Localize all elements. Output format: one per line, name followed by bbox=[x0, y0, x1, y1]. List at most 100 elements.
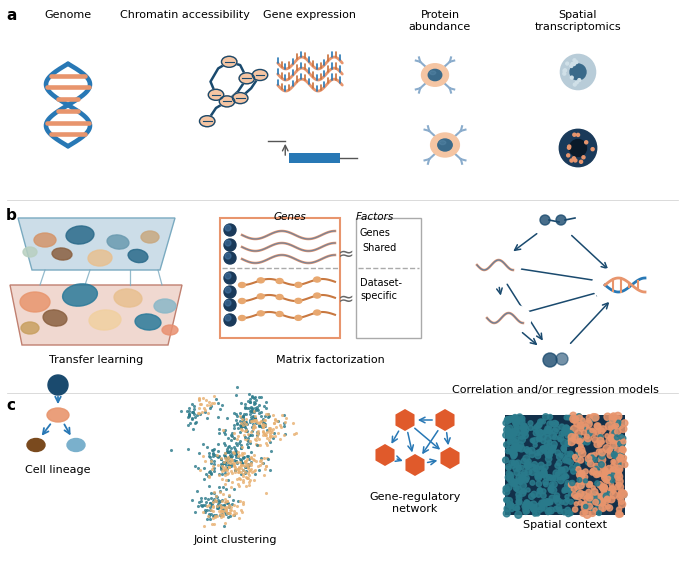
Point bbox=[203, 467, 214, 476]
Circle shape bbox=[592, 492, 599, 500]
Point bbox=[221, 458, 232, 467]
Point bbox=[250, 405, 261, 414]
Point bbox=[214, 451, 225, 460]
Circle shape bbox=[510, 507, 514, 512]
Circle shape bbox=[608, 420, 612, 425]
Ellipse shape bbox=[154, 299, 176, 313]
Point bbox=[232, 411, 242, 421]
Point bbox=[232, 431, 243, 441]
Circle shape bbox=[542, 468, 547, 473]
Circle shape bbox=[517, 479, 521, 483]
Point bbox=[223, 475, 234, 485]
Circle shape bbox=[558, 435, 564, 441]
Circle shape bbox=[610, 473, 616, 479]
Circle shape bbox=[538, 507, 543, 512]
Point bbox=[226, 451, 237, 461]
Point bbox=[237, 507, 248, 516]
Point bbox=[258, 419, 269, 428]
Point bbox=[249, 398, 260, 408]
Point bbox=[236, 421, 247, 430]
Circle shape bbox=[543, 465, 548, 470]
Point bbox=[237, 420, 248, 430]
Point bbox=[216, 459, 227, 468]
Point bbox=[238, 411, 249, 421]
Point bbox=[206, 500, 217, 509]
Point bbox=[220, 470, 231, 479]
Point bbox=[258, 418, 269, 427]
Point bbox=[276, 410, 287, 420]
Circle shape bbox=[601, 475, 608, 481]
Point bbox=[240, 462, 251, 471]
Point bbox=[234, 417, 245, 426]
Circle shape bbox=[511, 439, 518, 445]
Circle shape bbox=[568, 145, 571, 148]
Point bbox=[231, 415, 242, 424]
Circle shape bbox=[607, 452, 614, 458]
Circle shape bbox=[547, 444, 553, 449]
Point bbox=[215, 506, 226, 515]
Circle shape bbox=[543, 414, 549, 420]
Point bbox=[269, 414, 280, 424]
Point bbox=[252, 402, 263, 411]
Text: Matrix factorization: Matrix factorization bbox=[275, 355, 384, 365]
Ellipse shape bbox=[141, 231, 159, 243]
Point bbox=[216, 454, 227, 464]
Point bbox=[225, 451, 236, 460]
Circle shape bbox=[506, 475, 511, 480]
Point bbox=[225, 452, 236, 461]
Point bbox=[249, 399, 260, 408]
Circle shape bbox=[560, 500, 564, 505]
Point bbox=[260, 431, 271, 440]
Circle shape bbox=[611, 413, 616, 418]
Point bbox=[249, 450, 260, 459]
Circle shape bbox=[536, 493, 541, 498]
Point bbox=[207, 498, 218, 507]
Point bbox=[250, 415, 261, 424]
Circle shape bbox=[511, 480, 518, 486]
Circle shape bbox=[614, 413, 622, 420]
Point bbox=[222, 433, 233, 442]
Point bbox=[206, 468, 216, 478]
Point bbox=[206, 488, 216, 498]
Circle shape bbox=[577, 446, 585, 454]
Circle shape bbox=[570, 64, 586, 80]
Point bbox=[249, 397, 260, 407]
Point bbox=[256, 455, 267, 465]
Point bbox=[249, 420, 260, 430]
Point bbox=[224, 460, 235, 469]
Point bbox=[242, 426, 253, 435]
Point bbox=[211, 501, 222, 510]
Circle shape bbox=[514, 425, 519, 430]
Point bbox=[203, 472, 214, 481]
Circle shape bbox=[525, 463, 531, 469]
Circle shape bbox=[553, 470, 560, 476]
Point bbox=[206, 469, 216, 479]
Point bbox=[244, 430, 255, 440]
Point bbox=[210, 492, 221, 501]
Point bbox=[242, 430, 253, 439]
Circle shape bbox=[566, 415, 571, 420]
Point bbox=[229, 461, 240, 471]
Circle shape bbox=[538, 488, 543, 492]
Point bbox=[230, 453, 241, 462]
Point bbox=[249, 434, 260, 444]
Point bbox=[237, 411, 248, 420]
Circle shape bbox=[576, 435, 582, 441]
Point bbox=[235, 454, 246, 463]
Circle shape bbox=[619, 498, 625, 505]
Point bbox=[208, 464, 219, 473]
Point bbox=[221, 475, 232, 485]
Text: Transfer learning: Transfer learning bbox=[49, 355, 143, 365]
Circle shape bbox=[614, 435, 619, 440]
Circle shape bbox=[225, 315, 231, 321]
Circle shape bbox=[570, 159, 573, 162]
Circle shape bbox=[586, 482, 592, 488]
Point bbox=[222, 469, 233, 479]
Circle shape bbox=[548, 487, 552, 491]
Point bbox=[251, 435, 262, 444]
Point bbox=[249, 455, 260, 464]
Circle shape bbox=[580, 492, 588, 499]
Circle shape bbox=[586, 418, 591, 423]
Circle shape bbox=[621, 439, 626, 444]
Point bbox=[211, 496, 222, 506]
